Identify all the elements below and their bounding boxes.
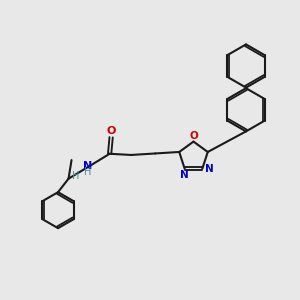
Text: N: N — [205, 164, 213, 174]
Text: N: N — [83, 161, 92, 171]
Text: N: N — [180, 170, 189, 180]
Text: H: H — [72, 171, 80, 181]
Text: O: O — [106, 126, 116, 136]
Text: O: O — [189, 131, 198, 141]
Text: H: H — [84, 167, 91, 177]
